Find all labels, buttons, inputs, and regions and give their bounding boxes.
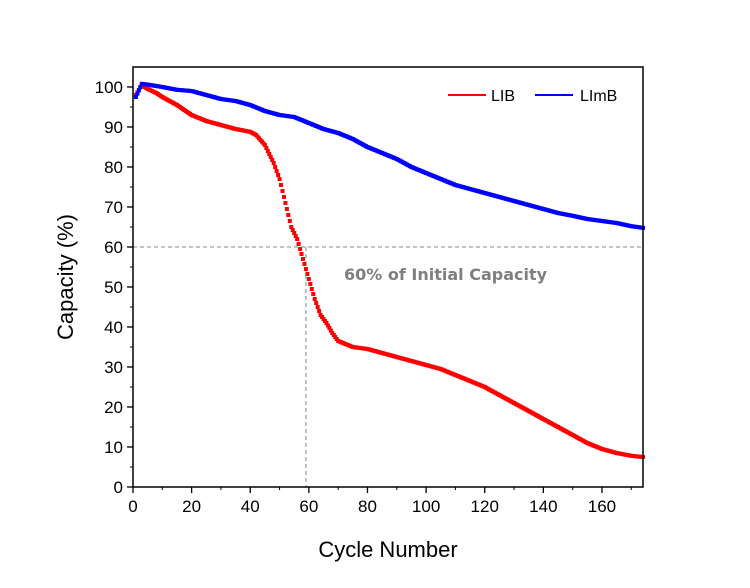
- data-point: [306, 277, 311, 281]
- data-point: [133, 95, 138, 99]
- data-point: [283, 201, 288, 205]
- data-point: [279, 183, 284, 187]
- y-tick-label: 80: [104, 158, 123, 177]
- y-tick-label: 0: [114, 478, 123, 497]
- data-point: [302, 262, 307, 266]
- y-tick-label: 90: [104, 118, 123, 137]
- y-tick-label: 70: [104, 198, 123, 217]
- data-point: [298, 247, 303, 251]
- y-tick-label: 10: [104, 438, 123, 457]
- y-tick-label: 100: [95, 78, 123, 97]
- y-tick-label: 40: [104, 318, 123, 337]
- data-point: [287, 219, 292, 223]
- x-tick-label: 40: [241, 497, 260, 516]
- x-tick-label: 160: [588, 497, 616, 516]
- data-point: [292, 231, 297, 235]
- data-point: [314, 301, 319, 305]
- data-point: [274, 169, 279, 173]
- data-point: [325, 323, 330, 328]
- y-tick-label: 20: [104, 398, 123, 417]
- data-point: [301, 257, 305, 261]
- data-point: [268, 155, 273, 159]
- data-point: [135, 91, 140, 96]
- x-tick-label: 0: [128, 497, 137, 516]
- legend-label-limb: LImB: [580, 88, 617, 105]
- data-point: [315, 305, 320, 309]
- series-lib: [133, 83, 645, 459]
- data-point: [267, 152, 272, 156]
- data-point: [270, 158, 275, 162]
- data-point: [281, 195, 286, 199]
- data-point: [327, 326, 332, 330]
- x-tick-label: 20: [182, 497, 201, 516]
- y-tick-label: 60: [104, 238, 123, 257]
- data-point: [262, 143, 267, 147]
- y-tick-label: 30: [104, 358, 123, 377]
- data-point: [303, 267, 308, 271]
- data-point: [284, 207, 289, 211]
- data-point: [286, 213, 291, 217]
- x-tick-label: 60: [299, 497, 318, 516]
- data-point: [280, 189, 285, 193]
- data-point: [136, 88, 141, 93]
- x-tick-label: 120: [471, 497, 499, 516]
- data-point: [309, 287, 314, 291]
- data-point: [273, 165, 278, 169]
- series-layer: [133, 81, 645, 459]
- series-limb: [133, 81, 645, 230]
- x-tick-label: 140: [529, 497, 557, 516]
- data-point: [265, 149, 270, 153]
- data-point: [317, 309, 322, 313]
- data-point: [299, 252, 304, 256]
- x-tick-label: 80: [358, 497, 377, 516]
- data-point: [312, 297, 317, 301]
- x-axis-title: Cycle Number: [318, 537, 457, 562]
- data-point: [277, 177, 282, 181]
- y-axis-title: Capacity (%): [53, 214, 78, 340]
- data-point: [324, 321, 329, 325]
- data-point: [295, 237, 300, 241]
- legend: LIB LImB: [448, 88, 617, 105]
- data-point: [289, 225, 294, 229]
- data-point: [311, 292, 316, 296]
- data-point: [138, 85, 143, 90]
- data-point: [290, 228, 295, 232]
- reference-lines: [133, 246, 643, 487]
- data-point: [305, 272, 310, 276]
- y-tick-label: 50: [104, 278, 123, 297]
- legend-label-lib: LIB: [491, 88, 515, 105]
- axis-ticks: 0 20 40 60 80 100 120 140 160 0 10 20 30 40 50 60 70 80 90…: [95, 78, 632, 516]
- data-point: [308, 282, 313, 286]
- data-point: [296, 242, 301, 246]
- plot-frame: [132, 66, 644, 488]
- annotation-60-percent: 60% of Initial Capacity: [344, 265, 548, 284]
- x-tick-label: 100: [412, 497, 440, 516]
- data-point: [328, 328, 333, 333]
- data-point: [271, 161, 276, 165]
- data-point: [264, 146, 269, 150]
- data-point: [293, 234, 298, 238]
- data-point: [276, 173, 281, 177]
